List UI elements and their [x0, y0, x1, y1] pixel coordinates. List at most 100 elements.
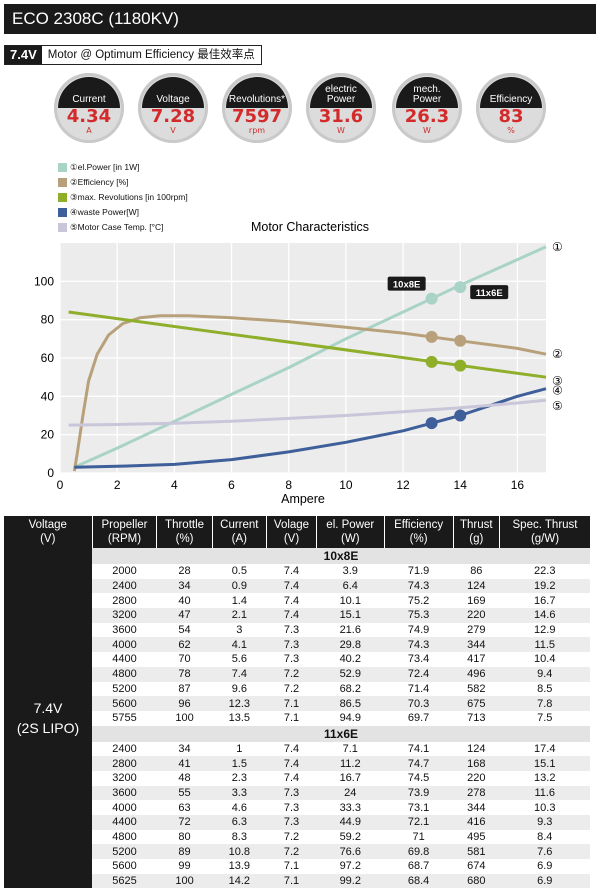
table-cell: 100 — [175, 712, 194, 725]
table-row: 5625 100 14.2 7.1 99.2 68.4 680 6.9 — [4, 873, 590, 889]
table-cell: 62 — [156, 637, 213, 653]
table-cell: 10.1 — [339, 594, 361, 607]
table-cell: 2.1 — [212, 608, 267, 623]
table-cell: 169 — [467, 594, 486, 607]
table-cell: 86 — [470, 565, 483, 578]
table-cell: 7.4 — [212, 666, 267, 682]
series-marker-1 — [454, 281, 467, 294]
gauge-electric-power: electric Power 31.6 W — [306, 73, 376, 143]
table-cell: 76.6 — [316, 844, 385, 860]
table-cell: 7.2 — [283, 831, 300, 844]
table-cell: 7.4 — [266, 608, 317, 623]
table-cell: 7.1 — [266, 873, 317, 889]
y-tick-label: 0 — [47, 466, 54, 480]
table-cell: 5200 — [92, 844, 157, 860]
table-cell: 220 — [453, 608, 500, 623]
section-label: 11x6E — [92, 725, 590, 742]
table-cell: 713 — [467, 712, 486, 725]
gauge-value: 26.3 — [404, 106, 450, 127]
column-header: Thrust (g) — [452, 516, 500, 548]
y-tick-label: 100 — [34, 274, 54, 288]
table-cell: 11.5 — [499, 637, 590, 653]
series-marker-3 — [425, 355, 438, 368]
table-cell: 40 — [178, 594, 191, 607]
table-cell: 70 — [178, 653, 191, 666]
table-cell: 7.4 — [283, 772, 300, 785]
table-row: 2400 34 0.9 7.4 6.4 74.3 124 19.2 — [4, 578, 590, 594]
table-cell: 55 — [156, 785, 213, 801]
gauge-label: electric Power — [310, 77, 372, 108]
voltage-cell: 7.4V (2S LIPO) — [4, 548, 92, 889]
column-header: Propeller (RPM) — [91, 516, 157, 548]
column-header: Volage (V) — [266, 516, 317, 548]
table-cell: 4000 — [92, 637, 157, 653]
table-cell: 220 — [467, 772, 486, 785]
series-marker-4 — [425, 417, 438, 430]
table-cell: 12.3 — [212, 696, 267, 711]
table-cell: 7.1 — [283, 860, 300, 873]
table-cell: 6.3 — [212, 815, 267, 830]
gauge-value: 31.6 — [318, 106, 364, 127]
table-cell: 9.4 — [499, 666, 590, 682]
table-cell: 2000 — [112, 565, 137, 578]
gauge-value: 7597 — [231, 106, 283, 127]
table-cell: 4000 — [112, 801, 137, 814]
table-cell: 71 — [412, 831, 425, 844]
table-cell: 344 — [453, 637, 500, 653]
table-cell: 1 — [236, 742, 243, 755]
table-cell: 96 — [156, 696, 213, 711]
table-cell: 7.4 — [283, 742, 300, 755]
gauge-row: Current 4.34 A Voltage 7.28 V Revolution… — [0, 73, 600, 145]
gauge-unit: A — [86, 126, 92, 135]
table-cell: 48 — [178, 772, 191, 785]
legend-swatch — [58, 223, 67, 232]
table-cell: 68.7 — [407, 860, 430, 873]
section-label: 10x8E — [92, 548, 590, 564]
section-header-row: 11x6E — [4, 725, 590, 742]
table-cell: 5755 — [112, 712, 137, 725]
table-row: 4000 62 4.1 7.3 29.8 74.3 344 11.5 — [4, 637, 590, 653]
table-cell: 168 — [453, 756, 500, 771]
callout-box — [387, 276, 426, 291]
table-cell: 15.1 — [499, 756, 590, 771]
table-cell: 3.9 — [342, 565, 358, 578]
table-cell: 68.2 — [339, 682, 361, 695]
gauge-label: Revolutions* — [226, 77, 288, 108]
gauge-value: 7.28 — [150, 106, 196, 127]
table-cell: 34 — [178, 742, 191, 755]
table-cell: 69.7 — [407, 712, 430, 725]
table-cell: 72.4 — [384, 666, 454, 682]
table-cell: 72.1 — [384, 815, 454, 830]
table-cell: 22.3 — [534, 565, 556, 578]
table-cell: 69.8 — [384, 844, 454, 860]
column-header: Throttle (%) — [156, 516, 213, 548]
table-cell: 124 — [453, 578, 500, 594]
gauge-efficiency: Efficiency 83 % — [476, 73, 546, 143]
table-row: 4000 63 4.6 7.3 33.3 73.1 344 10.3 — [4, 800, 590, 815]
legend-label: ①el.Power [in 1W] — [70, 162, 140, 172]
legend-swatch — [58, 193, 67, 202]
x-tick-label: 10 — [339, 478, 353, 492]
y-tick-label: 40 — [41, 389, 55, 403]
series-line-2 — [72, 314, 547, 472]
table-cell: 74.3 — [384, 637, 454, 653]
table-cell: 278 — [453, 785, 500, 801]
table-cell: 279 — [467, 624, 486, 637]
column-header: Efficiency (%) — [383, 516, 454, 548]
table-cell: 416 — [453, 815, 500, 830]
table-cell: 97.2 — [339, 860, 361, 873]
legend-label: ⑤Motor Case Temp. [°C] — [70, 222, 164, 232]
table-cell: 10.8 — [212, 844, 267, 860]
table-cell: 44.9 — [316, 815, 385, 830]
table-row: 5755 100 13.5 7.1 94.9 69.7 713 7.5 — [4, 711, 590, 726]
legend-item: ⑤Motor Case Temp. [°C] — [58, 220, 188, 235]
x-tick-label: 8 — [285, 478, 292, 492]
column-header: Voltage (V) — [4, 516, 92, 548]
table-cell: 5625 — [92, 873, 157, 889]
x-tick-label: 0 — [57, 478, 64, 492]
chart-title: Motor Characteristics — [251, 220, 369, 234]
gauge-label: Current — [58, 77, 120, 108]
table-cell: 10.4 — [534, 653, 556, 666]
table-cell: 7.5 — [537, 712, 553, 725]
gauge-current: Current 4.34 A — [54, 73, 124, 143]
